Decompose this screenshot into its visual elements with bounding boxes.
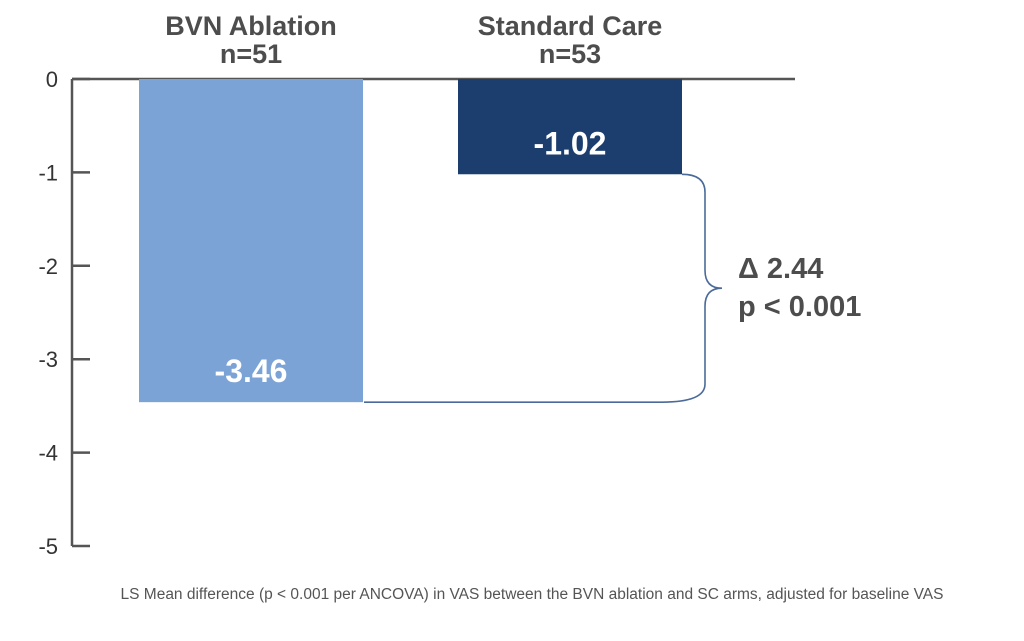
delta-label: Δ 2.44 <box>738 253 823 285</box>
difference-brace <box>364 173 723 403</box>
bar-value-label: -1.02 <box>534 125 607 161</box>
y-tick-label: 0 <box>46 67 58 92</box>
category-label: BVN Ablation <box>165 11 337 41</box>
y-tick-label: -3 <box>38 347 58 372</box>
y-tick-label: -1 <box>38 160 58 185</box>
bar-value-label: -3.46 <box>215 353 288 389</box>
bar <box>139 79 363 403</box>
sample-size-label: n=51 <box>220 39 282 69</box>
p-value-label: p < 0.001 <box>738 291 861 323</box>
footnote: LS Mean difference (p < 0.001 per ANCOVA… <box>120 586 944 603</box>
bar <box>458 79 682 175</box>
difference-annotation: Δ 2.44 p < 0.001 <box>364 173 861 403</box>
y-tick-label: -5 <box>38 534 58 559</box>
y-tick-label: -2 <box>38 254 58 279</box>
category-label: Standard Care <box>478 11 663 41</box>
sample-size-label: n=53 <box>539 39 601 69</box>
y-tick-label: -4 <box>38 441 58 466</box>
